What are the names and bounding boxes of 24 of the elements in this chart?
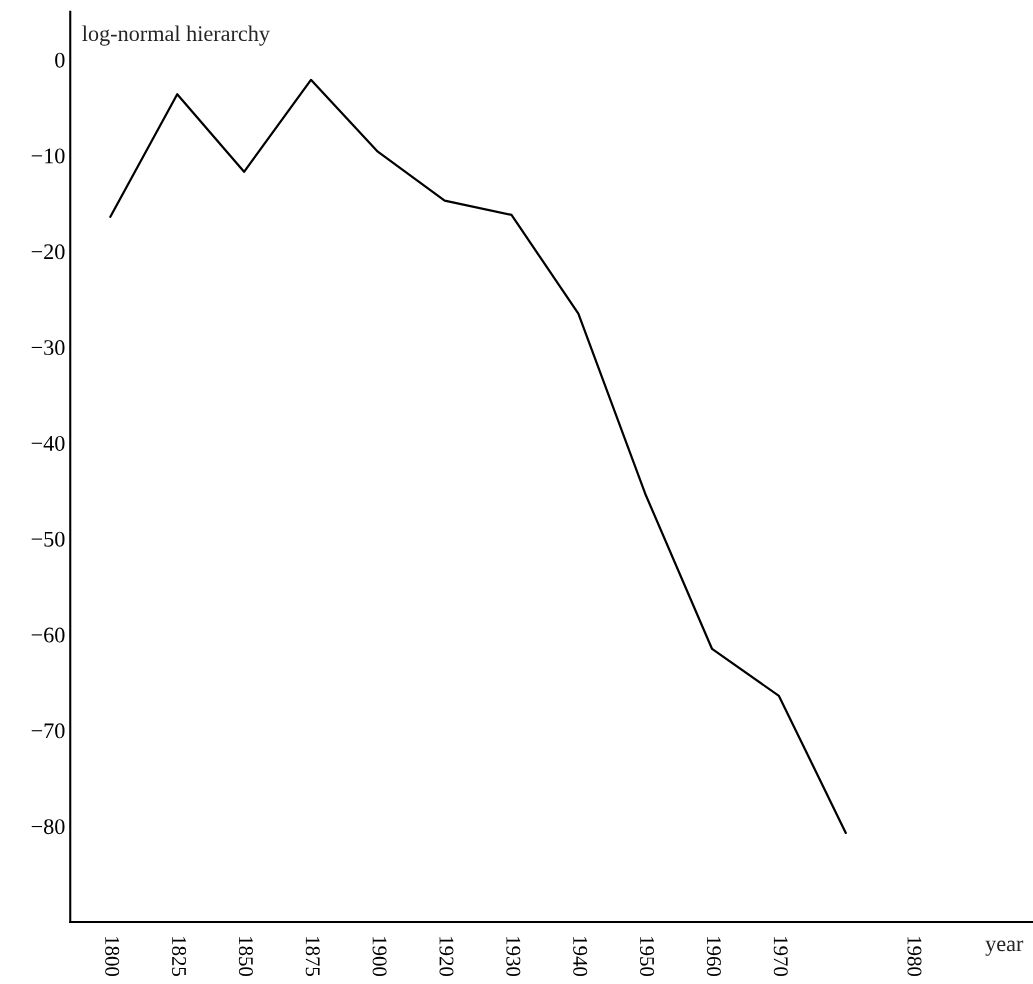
x-tick-label: 1920	[439, 937, 454, 977]
x-tick-label: 1825	[172, 937, 187, 977]
x-tick-label: 1850	[238, 937, 253, 977]
y-tick-label: −30	[31, 340, 65, 356]
x-tick-label: 1970	[773, 937, 788, 977]
y-axis-title: log-normal hierarchy	[82, 25, 270, 46]
x-tick-label: 1800	[105, 937, 120, 977]
x-tick-label: 1900	[372, 937, 387, 977]
x-tick-label: 1950	[640, 937, 655, 977]
x-axis-title: year	[985, 940, 1024, 956]
line-series	[109, 78, 847, 835]
x-tick-label: 1960	[706, 937, 721, 977]
x-tick-label: 1930	[506, 937, 521, 977]
y-tick-label: −70	[31, 723, 65, 739]
y-tick-label: −60	[31, 627, 65, 643]
y-tick-label: −10	[31, 148, 65, 164]
y-tick-label: −50	[31, 531, 65, 547]
x-tick-label: 1875	[305, 937, 320, 977]
x-tick-label: 1980	[907, 937, 922, 977]
y-tick-label: −80	[31, 819, 65, 835]
y-tick-label: −20	[31, 244, 65, 260]
y-tick-label: 0	[55, 52, 65, 68]
y-tick-label: −40	[31, 435, 65, 451]
x-tick-label: 1940	[573, 937, 588, 977]
